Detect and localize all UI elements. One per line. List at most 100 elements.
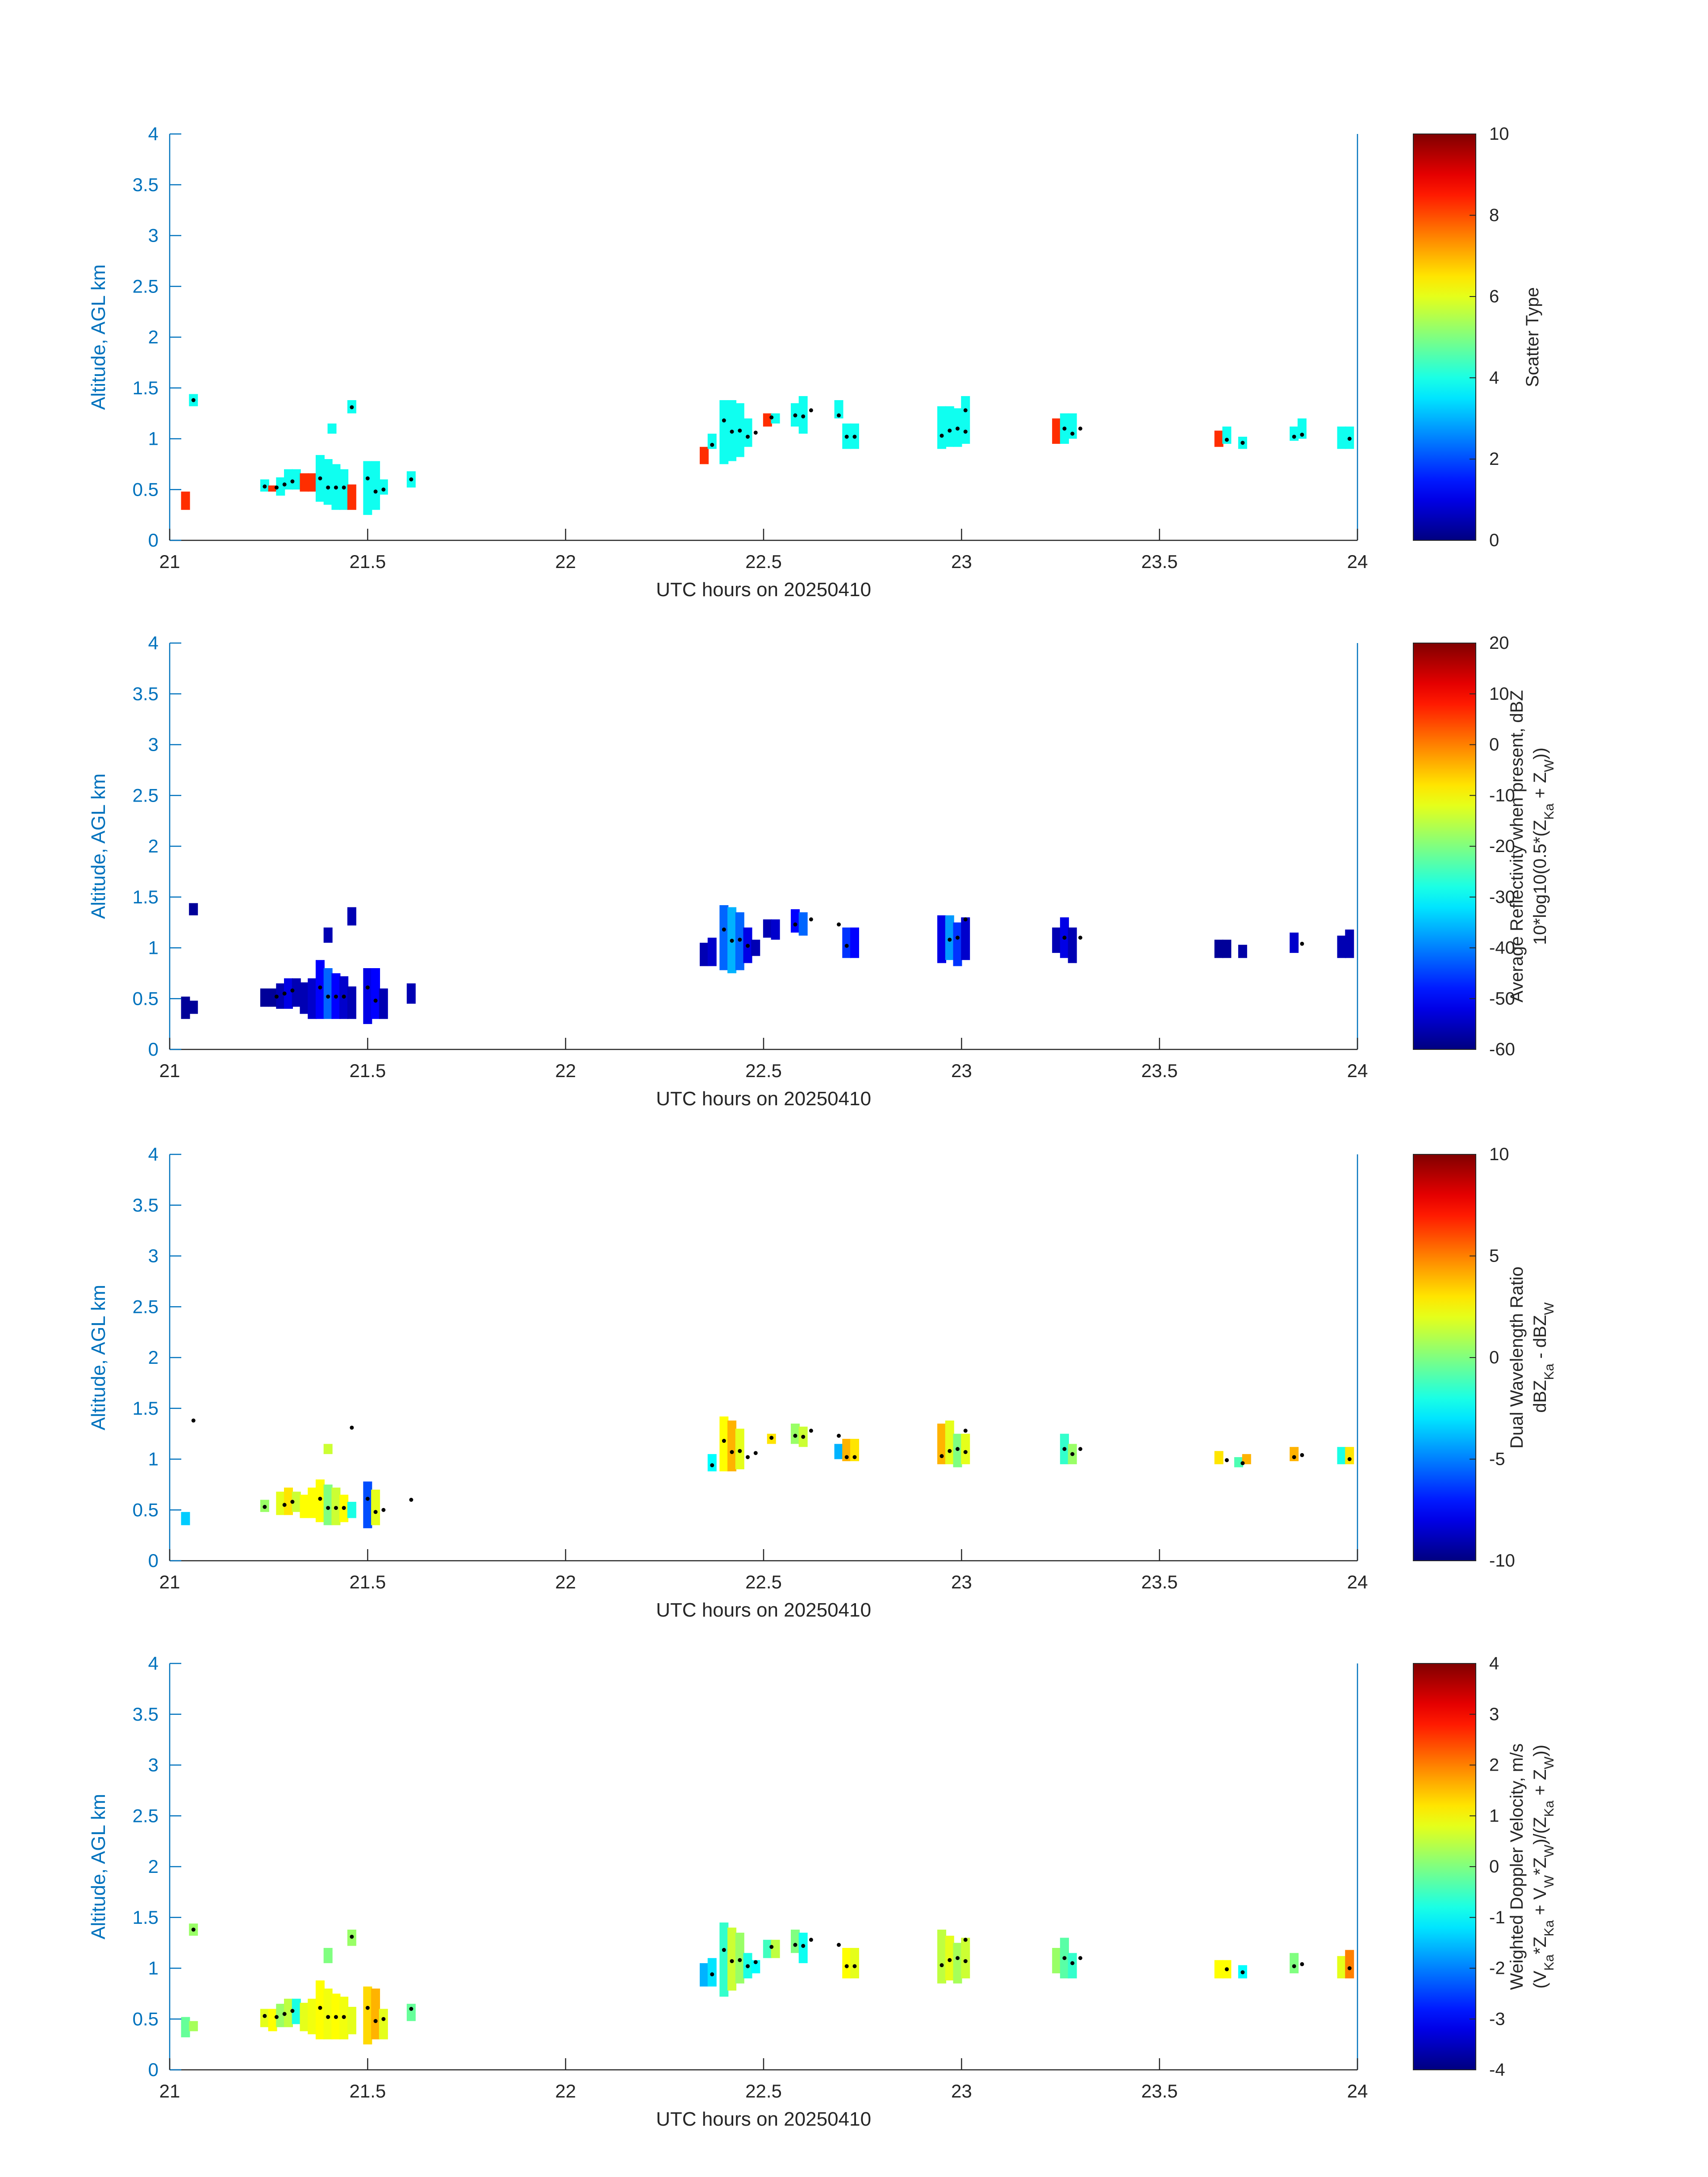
data-marker <box>350 1425 354 1430</box>
data-cell <box>323 1989 333 2039</box>
data-marker <box>1292 1455 1296 1459</box>
data-cell <box>735 1932 744 1984</box>
x-tick-label: 23 <box>951 1571 972 1592</box>
y-axis-label: Altitude, AGL km <box>88 773 109 919</box>
data-marker <box>963 1959 968 1964</box>
data-cell <box>181 1512 190 1525</box>
data-cell <box>189 2021 198 2031</box>
colorbar-tick-label: 1 <box>1489 1806 1499 1826</box>
x-axis-label: UTC hours on 20250410 <box>656 2108 871 2130</box>
x-axis-label: UTC hours on 20250410 <box>656 1088 871 1110</box>
data-marker <box>342 1506 346 1510</box>
data-marker <box>409 2007 413 2011</box>
data-marker <box>844 435 849 439</box>
data-cell <box>961 917 970 960</box>
data-marker <box>334 1506 338 1510</box>
data-cell <box>850 1948 859 1979</box>
data-marker <box>1062 426 1067 431</box>
data-marker <box>1300 941 1304 946</box>
data-marker <box>948 1958 952 1962</box>
data-cell <box>363 461 372 515</box>
x-tick-label: 24 <box>1347 551 1368 572</box>
y-tick-label: 0.5 <box>133 2008 159 2029</box>
data-cell <box>300 1495 309 1518</box>
data-marker <box>793 922 798 927</box>
data-marker <box>326 485 330 490</box>
data-cell <box>961 1938 970 1979</box>
colorbar-tick-label: 5 <box>1489 1246 1499 1266</box>
colorbar <box>1413 134 1476 541</box>
data-cell <box>363 1481 372 1529</box>
y-tick-label: 0 <box>148 1039 159 1060</box>
data-cell <box>961 396 970 444</box>
y-tick-label: 2 <box>148 326 159 347</box>
data-cell <box>406 2004 416 2021</box>
x-tick-label: 22.5 <box>745 1060 782 1081</box>
x-tick-label: 24 <box>1347 1571 1368 1592</box>
data-cell <box>700 943 709 966</box>
data-cell <box>707 434 717 449</box>
data-marker <box>1300 1453 1304 1457</box>
data-cell <box>323 459 333 505</box>
y-tick-label: 0.5 <box>133 479 159 500</box>
data-cell <box>323 928 333 943</box>
data-marker <box>1070 1961 1075 1965</box>
data-marker <box>365 2006 370 2010</box>
data-cell <box>763 919 772 938</box>
data-marker <box>274 485 279 490</box>
data-marker <box>948 937 952 942</box>
data-marker <box>730 430 734 434</box>
data-cell <box>937 1930 946 1984</box>
data-marker <box>318 1496 322 1501</box>
data-cell <box>379 2009 388 2039</box>
colorbar-label: 10*log10(0.5*(ZKa + ZW)) <box>1530 748 1557 945</box>
x-tick-label: 21 <box>159 1060 180 1081</box>
data-cell <box>189 903 198 915</box>
data-marker <box>844 1455 849 1459</box>
data-cell <box>763 413 772 427</box>
data-cell <box>379 988 388 1019</box>
y-tick-label: 0 <box>148 2059 159 2080</box>
data-cell <box>937 406 946 449</box>
data-marker <box>334 485 338 490</box>
data-marker <box>801 414 806 418</box>
data-cell <box>790 1423 800 1444</box>
data-cell <box>937 1423 946 1464</box>
x-tick-label: 21.5 <box>349 551 386 572</box>
data-cell <box>284 1488 293 1515</box>
colorbar-tick-label: -60 <box>1489 1040 1515 1059</box>
data-cell <box>292 469 301 490</box>
data-cell <box>1068 1953 1077 1979</box>
data-cell <box>363 968 372 1024</box>
data-marker <box>1070 431 1075 436</box>
data-marker <box>844 944 849 948</box>
x-tick-label: 23 <box>951 1060 972 1081</box>
data-marker <box>409 1498 413 1502</box>
colorbar-tick-label: -10 <box>1489 1551 1515 1571</box>
data-cell <box>308 1998 317 2035</box>
data-cell <box>945 1421 954 1464</box>
data-cell <box>1290 932 1299 953</box>
data-marker <box>963 430 968 434</box>
data-cell <box>292 1998 301 2024</box>
data-cell <box>707 937 717 966</box>
x-tick-label: 21.5 <box>349 2081 386 2102</box>
data-marker <box>191 1927 196 1932</box>
data-marker <box>963 1429 968 1433</box>
data-marker <box>290 479 295 484</box>
data-marker <box>955 426 960 431</box>
data-marker <box>710 1972 714 1976</box>
data-marker <box>844 1964 849 1968</box>
data-cell <box>339 469 349 510</box>
data-cell <box>771 919 780 940</box>
data-marker <box>318 2006 322 2010</box>
x-tick-label: 21.5 <box>349 1060 386 1081</box>
colorbar-label: Weighted Doppler Velocity, m/s <box>1507 1743 1527 1990</box>
data-cell <box>347 1502 356 1518</box>
colorbar-tick-label: 0 <box>1489 1857 1499 1876</box>
data-cell <box>1052 928 1061 953</box>
y-tick-label: 2.5 <box>133 785 159 806</box>
data-marker <box>963 408 968 413</box>
data-marker <box>1062 1956 1067 1960</box>
